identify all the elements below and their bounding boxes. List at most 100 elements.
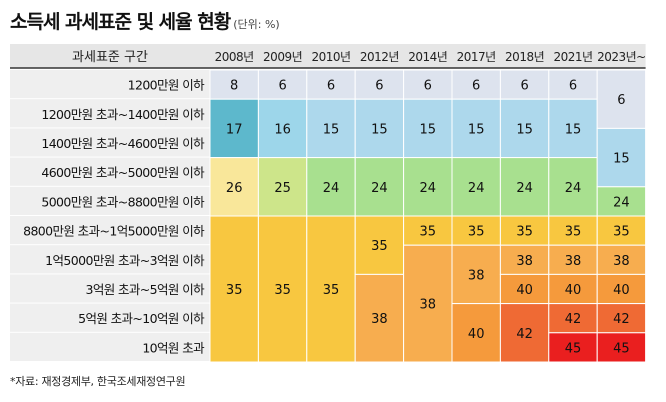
rate-value: 15 [323, 122, 340, 137]
row-label-background [10, 99, 210, 128]
rate-value: 15 [420, 122, 437, 137]
rate-value: 6 [569, 79, 577, 94]
rate-value: 17 [226, 122, 243, 137]
rate-cell [354, 273, 405, 363]
rate-value: 24 [613, 195, 630, 210]
row-label: 1억5000만원 초과~3억원 이하 [45, 253, 205, 268]
rate-cell [548, 157, 598, 217]
rate-cell [257, 215, 308, 363]
rate-value: 35 [323, 283, 340, 298]
rate-value: 15 [613, 152, 630, 167]
rate-value: 38 [468, 268, 485, 283]
rate-value: 15 [468, 122, 485, 137]
rate-cell [596, 186, 647, 217]
rate-value: 15 [565, 122, 582, 137]
year-header: 2021년 [553, 50, 592, 64]
rate-cell [354, 215, 405, 275]
rate-cell [596, 332, 647, 363]
rate-value: 24 [371, 181, 388, 196]
unit-label: (단위: %) [233, 18, 280, 31]
row-label: 5억원 초과~10억원 이하 [78, 311, 205, 326]
rate-value: 35 [468, 225, 485, 240]
rate-cell [499, 98, 550, 159]
rate-value: 38 [420, 298, 437, 313]
header-background [10, 44, 646, 68]
rate-value: 40 [468, 327, 485, 342]
rate-cell [257, 98, 308, 159]
year-header: 2023년~ [597, 50, 646, 64]
rate-value: 42 [613, 312, 630, 327]
year-header: 2010년 [311, 50, 350, 64]
rate-value: 35 [420, 225, 437, 240]
rate-cell [499, 69, 550, 100]
row-label-background [10, 128, 210, 157]
rate-value: 6 [472, 79, 480, 94]
rate-value: 45 [613, 341, 630, 356]
rate-value: 6 [375, 79, 383, 94]
rate-value: 6 [617, 93, 625, 108]
rate-value: 25 [274, 181, 291, 196]
rate-value: 35 [516, 225, 533, 240]
chart-title: 소득세 과세표준 및 세율 현황 (단위: %) [10, 7, 280, 34]
row-label: 10억원 초과 [142, 340, 205, 355]
row-label: 8800만원 초과~1억5000만원 이하 [23, 224, 205, 239]
rate-cell [596, 127, 647, 188]
rate-cell [499, 273, 550, 305]
rate-cell [596, 273, 647, 305]
row-header-label: 과세표준 구간 [72, 50, 148, 65]
rate-value: 6 [327, 79, 335, 94]
rate-cell [403, 244, 453, 363]
rate-cell [499, 215, 550, 246]
row-label: 1200만원 이하 [128, 78, 205, 93]
row-label: 4600만원 초과~5000만원 이하 [41, 165, 205, 180]
year-header: 2018년 [505, 50, 544, 64]
rate-value: 8 [230, 79, 238, 94]
rate-cell [548, 332, 598, 363]
row-label-background [10, 274, 210, 303]
source-note: *자료: 재정경제부, 한국조세재정연구원 [10, 375, 186, 388]
row-label: 1200만원 초과~1400만원 이하 [41, 107, 205, 122]
rate-value: 26 [226, 181, 243, 196]
year-header: 2014년 [408, 50, 447, 64]
rate-value: 42 [565, 312, 582, 327]
row-label-background [10, 216, 210, 245]
row-label-background [10, 303, 210, 332]
rate-value: 24 [516, 181, 533, 196]
rate-cell [596, 69, 647, 129]
rate-cell [548, 69, 598, 100]
rate-value: 40 [516, 283, 533, 298]
chart-title-text: 소득세 과세표준 및 세율 현황 [10, 11, 231, 33]
rate-value: 6 [424, 79, 432, 94]
rate-value: 40 [613, 283, 630, 298]
rate-cell [306, 215, 356, 363]
rate-cell [306, 98, 356, 159]
rate-cell [257, 157, 308, 217]
rate-cell [403, 215, 453, 246]
row-label-background [10, 70, 210, 99]
rate-cell [451, 157, 501, 217]
rate-value: 35 [274, 283, 291, 298]
rate-value: 35 [226, 283, 243, 298]
year-header: 2017년 [457, 50, 496, 64]
row-label: 3억원 초과~5억원 이하 [85, 282, 205, 297]
rate-value: 24 [565, 181, 582, 196]
rate-value: 42 [516, 327, 533, 342]
rate-value: 38 [613, 254, 630, 269]
rate-value: 35 [565, 225, 582, 240]
rate-value: 38 [371, 312, 388, 327]
rate-cell [548, 244, 598, 275]
rate-cell [451, 244, 501, 305]
row-label-background [10, 157, 210, 186]
year-header: 2009년 [263, 50, 302, 64]
rate-value: 38 [565, 254, 582, 269]
rate-value: 35 [371, 239, 388, 254]
rate-value: 45 [565, 341, 582, 356]
rate-value: 38 [516, 254, 533, 269]
rate-cell [451, 69, 501, 100]
rate-value: 6 [278, 79, 286, 94]
year-header: 2012년 [360, 50, 399, 64]
row-label: 1400만원 초과~4600만원 이하 [41, 136, 205, 151]
rate-value: 15 [516, 122, 533, 137]
row-label-background [10, 332, 210, 361]
